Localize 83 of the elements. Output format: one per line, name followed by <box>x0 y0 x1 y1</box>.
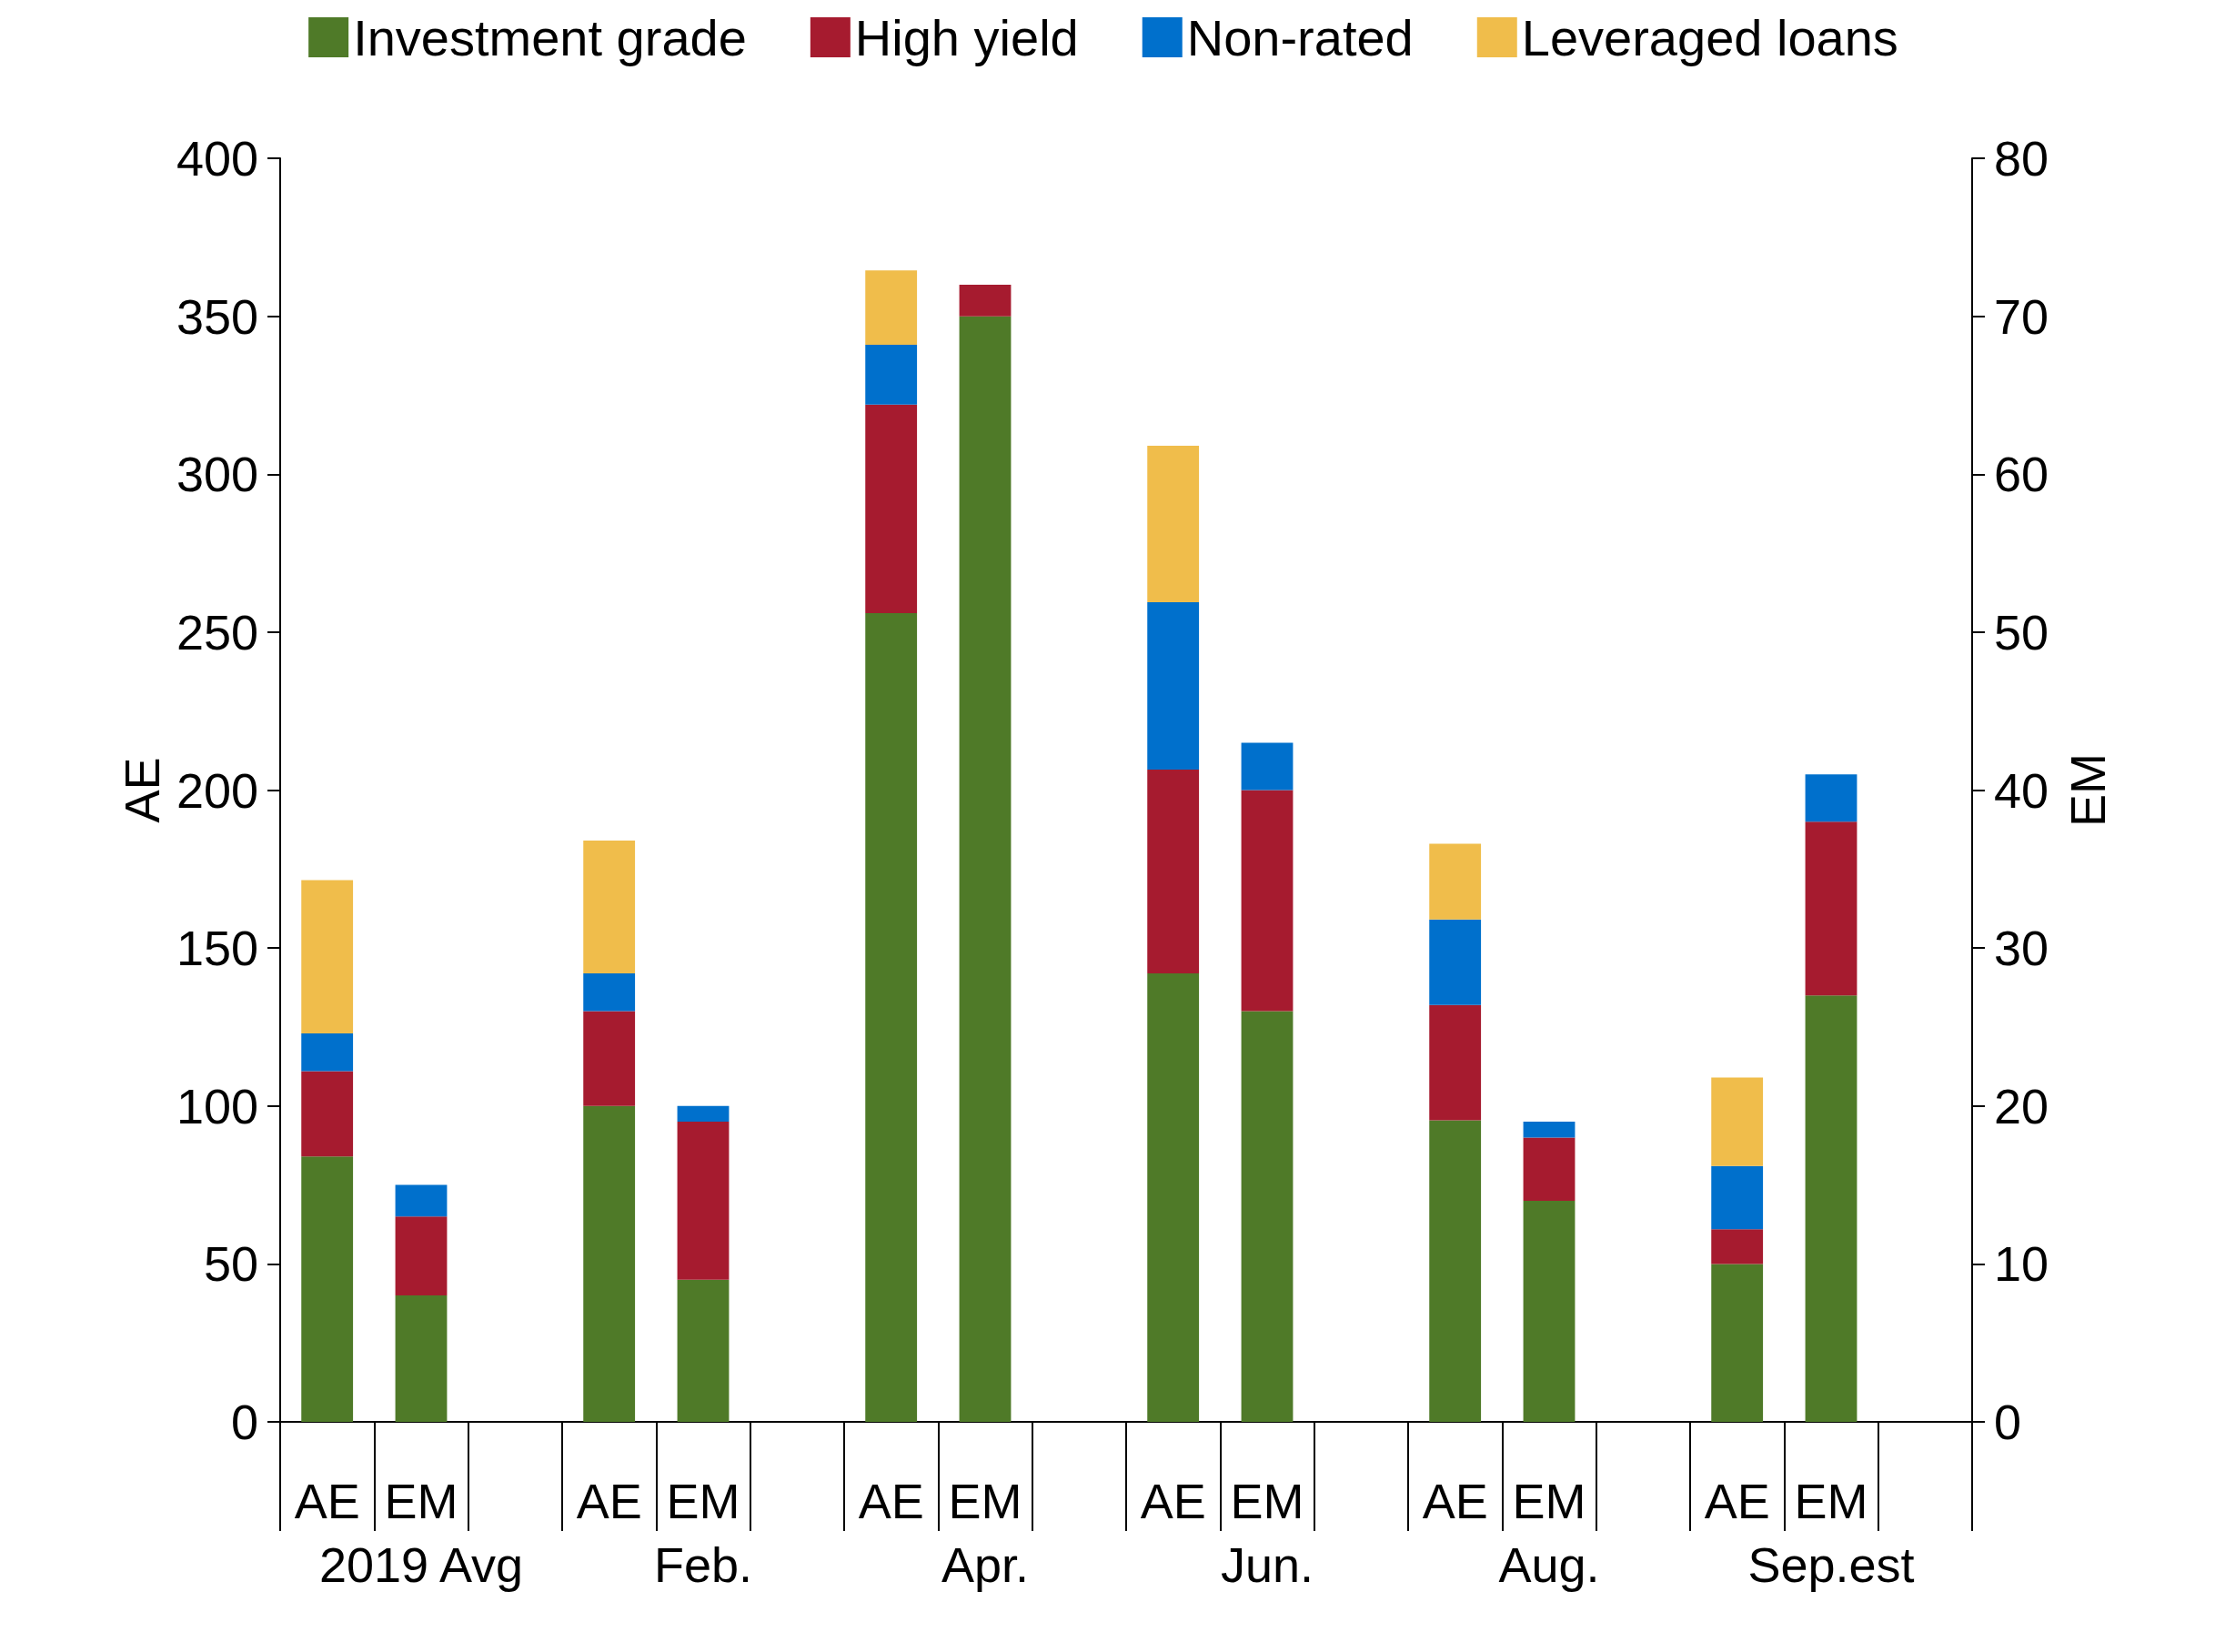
bar <box>677 1122 730 1280</box>
bar <box>395 1295 448 1422</box>
x-tick-label: EM <box>666 1474 740 1528</box>
x-tick-label: AE <box>858 1474 924 1528</box>
bar <box>1147 972 1200 1422</box>
bar <box>1805 995 1858 1422</box>
bar <box>1429 843 1482 920</box>
y2-tick-label: 60 <box>1994 447 2049 502</box>
y2-tick-label: 70 <box>1994 288 2049 344</box>
bar <box>959 284 1012 317</box>
bar <box>1241 790 1294 1012</box>
text: Apr. <box>941 1537 1030 1592</box>
bar <box>301 880 354 1033</box>
bar <box>1241 1011 1294 1422</box>
bar <box>1147 446 1200 602</box>
bar <box>865 270 918 345</box>
y2-tick-label: 20 <box>1994 1078 2049 1133</box>
legend-label: Non-rated <box>1186 8 1414 66</box>
bar <box>1241 742 1294 791</box>
bar <box>865 344 918 405</box>
y-tick-label: 400 <box>176 131 258 186</box>
legend-label: Investment grade <box>353 8 747 66</box>
y-axis-title: AE <box>115 757 169 823</box>
legend-label: High yield <box>854 8 1079 66</box>
x-tick-label: AE <box>576 1474 642 1528</box>
x-tick-label: AE <box>294 1474 360 1528</box>
bar <box>1711 1264 1764 1422</box>
bar <box>583 1105 636 1422</box>
bar <box>1805 774 1858 822</box>
x-tick-label: EM <box>1794 1474 1868 1528</box>
y2-tick-label: 0 <box>1994 1395 2022 1449</box>
bar <box>1711 1165 1764 1230</box>
bar <box>1147 601 1200 770</box>
text: Sep.est <box>1747 1537 1915 1592</box>
y-tick-label: 200 <box>176 762 258 818</box>
bar <box>301 1156 354 1422</box>
bar <box>301 1032 354 1072</box>
bar <box>865 613 918 1422</box>
x-tick-label: EM <box>1230 1474 1304 1528</box>
y-tick-label: 300 <box>176 447 258 502</box>
bar <box>583 1011 636 1106</box>
text: Jun. <box>1220 1537 1314 1592</box>
bar <box>865 404 918 614</box>
bar <box>1523 1122 1576 1138</box>
y-tick-label: 150 <box>176 921 258 976</box>
bar <box>1711 1077 1764 1166</box>
bar <box>959 316 1012 1422</box>
y-tick-label: 350 <box>176 288 258 344</box>
bar <box>1711 1229 1764 1264</box>
bar <box>677 1279 730 1422</box>
bar <box>395 1184 448 1217</box>
bar <box>583 972 636 1012</box>
x-tick-label: AE <box>1704 1474 1770 1528</box>
bar <box>677 1105 730 1123</box>
y-tick-label: 100 <box>176 1078 258 1133</box>
x-tick-label: AE <box>1140 1474 1206 1528</box>
bar <box>1147 769 1200 973</box>
bar <box>1429 1004 1482 1121</box>
bar <box>395 1216 448 1296</box>
bar <box>583 841 636 973</box>
bar <box>1429 919 1482 1005</box>
text: 2019 Avg <box>318 1537 524 1592</box>
bar <box>1429 1120 1482 1422</box>
text: Feb. <box>653 1537 753 1592</box>
x-tick-label: EM <box>948 1474 1022 1528</box>
y-tick-label: 250 <box>176 604 258 660</box>
y2-tick-label: 80 <box>1994 131 2049 186</box>
x-tick-label: AE <box>1422 1474 1488 1528</box>
y2-tick-label: 10 <box>1994 1236 2049 1292</box>
y-tick-label: 50 <box>203 1236 258 1292</box>
y2-tick-label: 50 <box>1994 604 2049 660</box>
y2-axis-title: EM <box>2060 753 2115 827</box>
text: Aug. <box>1498 1537 1600 1592</box>
bar <box>1805 821 1858 996</box>
y-tick-label: 0 <box>230 1395 258 1449</box>
bar <box>301 1071 354 1157</box>
legend-label: Leveraged loans <box>1521 8 1898 66</box>
x-tick-label: EM <box>384 1474 458 1528</box>
bar <box>1523 1200 1576 1422</box>
y2-tick-label: 30 <box>1994 921 2049 976</box>
x-tick-label: EM <box>1512 1474 1586 1528</box>
y2-tick-label: 40 <box>1994 762 2049 818</box>
bar <box>1523 1137 1576 1201</box>
